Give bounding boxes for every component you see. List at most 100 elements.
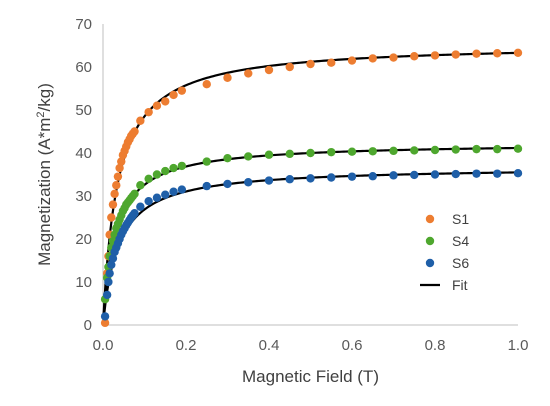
legend-label: Fit: [452, 277, 468, 293]
y-axis-title-prefix: Magnetization (A*m: [35, 118, 54, 266]
y-axis-title-suffix: /kg): [35, 83, 54, 111]
data-point-s4: [136, 181, 145, 190]
data-point-s6: [105, 269, 114, 278]
data-point-s1: [169, 90, 178, 100]
data-point-s6: [102, 290, 112, 300]
y-tick-label: 60: [75, 59, 92, 76]
data-point-s6: [202, 181, 211, 191]
data-point-s1: [202, 80, 211, 89]
legend-label: S6: [452, 255, 469, 271]
data-point-s6: [144, 196, 153, 206]
data-point-s6: [368, 172, 377, 181]
y-tick-label: 70: [75, 16, 92, 33]
data-point-s1: [410, 52, 419, 61]
legend-label: S1: [452, 211, 469, 227]
data-point-s1: [136, 116, 145, 125]
legend-item-fit: Fit: [420, 277, 468, 293]
data-point-s6: [410, 170, 419, 180]
data-point-s4: [430, 145, 440, 155]
data-point-s6: [100, 312, 110, 321]
data-point-s1: [327, 58, 336, 67]
data-point-s1: [472, 49, 481, 58]
data-point-s1: [108, 200, 118, 209]
data-point-s1: [347, 56, 357, 65]
data-point-s4: [202, 157, 211, 166]
legend-item-s1: S1: [425, 211, 469, 227]
data-point-s6: [161, 190, 170, 199]
legend-marker: [425, 214, 435, 224]
y-tick-label: 50: [75, 102, 92, 119]
data-point-s6: [169, 187, 178, 196]
y-tick-label: 30: [75, 188, 92, 205]
data-point-s6: [430, 170, 440, 179]
data-point-s6: [389, 171, 398, 180]
data-point-s6: [107, 260, 116, 269]
data-point-s1: [100, 318, 110, 328]
data-point-s1: [110, 189, 119, 199]
data-point-s1: [112, 181, 121, 190]
data-point-s4: [410, 146, 419, 155]
data-point-s6: [327, 173, 336, 182]
series-s6: [100, 169, 523, 321]
data-point-s1: [177, 86, 187, 95]
data-point-s1: [493, 49, 502, 58]
data-point-s6: [285, 175, 294, 184]
legend-item-s4: S4: [425, 233, 469, 249]
data-point-s4: [130, 189, 139, 199]
data-point-s6: [264, 176, 274, 185]
data-point-s1: [117, 157, 126, 166]
y-tick-label: 40: [75, 145, 92, 162]
data-point-s6: [451, 169, 460, 179]
data-point-s1: [107, 213, 116, 222]
x-tick-label: 0.4: [259, 337, 280, 354]
legend-marker: [425, 236, 435, 246]
x-tick-label: 0.6: [342, 337, 363, 354]
x-tick-label: 0.0: [93, 337, 114, 354]
data-point-s1: [161, 97, 170, 106]
legend-item-s6: S6: [425, 255, 469, 271]
axes: [102, 24, 518, 326]
data-point-s4: [368, 147, 377, 156]
y-axis-title-sup: 2: [35, 111, 47, 117]
data-point-s4: [389, 146, 398, 156]
data-point-s1: [430, 51, 440, 60]
data-point-s1: [389, 53, 398, 62]
data-point-s1: [285, 62, 294, 72]
y-tick-label: 20: [75, 231, 92, 248]
data-point-s1: [152, 101, 162, 110]
data-point-s1: [113, 172, 123, 181]
data-point-s4: [493, 144, 502, 154]
data-point-s6: [177, 185, 187, 194]
data-point-s4: [306, 148, 315, 158]
data-point-s6: [493, 169, 502, 178]
x-tick-label: 1.0: [508, 337, 529, 354]
x-tick-label: 0.2: [176, 337, 197, 354]
legend-marker: [425, 258, 435, 268]
data-point-s6: [104, 277, 113, 287]
data-point-s6: [108, 254, 118, 263]
data-point-s1: [513, 48, 523, 58]
data-point-s4: [177, 161, 187, 171]
x-axis-title: Magnetic Field (T): [242, 367, 379, 386]
data-point-s4: [161, 166, 170, 176]
data-point-s4: [285, 149, 294, 159]
data-point-s6: [513, 169, 523, 178]
series-s4: [100, 144, 523, 304]
data-point-s6: [223, 179, 232, 189]
data-point-s4: [347, 147, 357, 156]
legend: S1 S4 S6 Fit: [420, 211, 469, 293]
legend-label: S4: [452, 233, 469, 249]
data-point-s6: [244, 178, 253, 187]
data-point-s4: [152, 170, 162, 179]
data-point-s4: [264, 150, 274, 159]
data-point-s6: [130, 209, 139, 218]
series-s1: [100, 48, 523, 328]
data-point-s4: [169, 163, 178, 173]
data-point-s6: [152, 193, 162, 202]
data-point-s1: [115, 163, 124, 173]
data-point-s1: [451, 50, 460, 59]
x-tick-labels: 0.0 0.2 0.4 0.6 0.8 1.0: [93, 337, 529, 354]
y-axis-title: Magnetization (A*m2/kg): [35, 83, 54, 266]
